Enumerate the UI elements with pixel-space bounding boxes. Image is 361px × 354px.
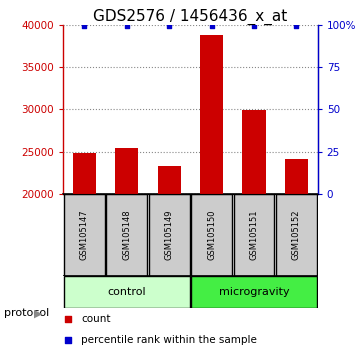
Bar xyxy=(106,194,147,275)
Bar xyxy=(157,166,181,194)
Bar xyxy=(64,275,190,308)
Text: GSM105147: GSM105147 xyxy=(80,210,89,260)
Bar xyxy=(234,194,274,275)
Bar xyxy=(200,35,223,194)
Text: protocol: protocol xyxy=(4,308,49,318)
Bar xyxy=(149,194,190,275)
Bar xyxy=(276,194,317,275)
Text: control: control xyxy=(108,287,146,297)
Bar xyxy=(73,154,96,194)
Text: count: count xyxy=(81,314,110,324)
Bar xyxy=(191,194,232,275)
Text: microgravity: microgravity xyxy=(219,287,290,297)
Point xyxy=(251,24,257,29)
Text: GSM105148: GSM105148 xyxy=(122,210,131,260)
Bar xyxy=(285,159,308,194)
Point xyxy=(293,24,299,29)
Text: ▶: ▶ xyxy=(34,308,43,318)
Point xyxy=(234,38,240,44)
Point xyxy=(209,24,214,29)
Text: GSM105150: GSM105150 xyxy=(207,210,216,260)
Point xyxy=(234,230,240,236)
Bar xyxy=(191,275,317,308)
Title: GDS2576 / 1456436_x_at: GDS2576 / 1456436_x_at xyxy=(93,8,288,25)
Point xyxy=(82,24,87,29)
Text: percentile rank within the sample: percentile rank within the sample xyxy=(81,335,257,345)
Bar xyxy=(115,148,139,194)
Text: GSM105149: GSM105149 xyxy=(165,210,174,260)
Bar xyxy=(242,110,266,194)
Point xyxy=(166,24,172,29)
Bar xyxy=(64,194,105,275)
Text: GSM105151: GSM105151 xyxy=(249,210,258,260)
Point xyxy=(124,24,130,29)
Text: GSM105152: GSM105152 xyxy=(292,210,301,260)
